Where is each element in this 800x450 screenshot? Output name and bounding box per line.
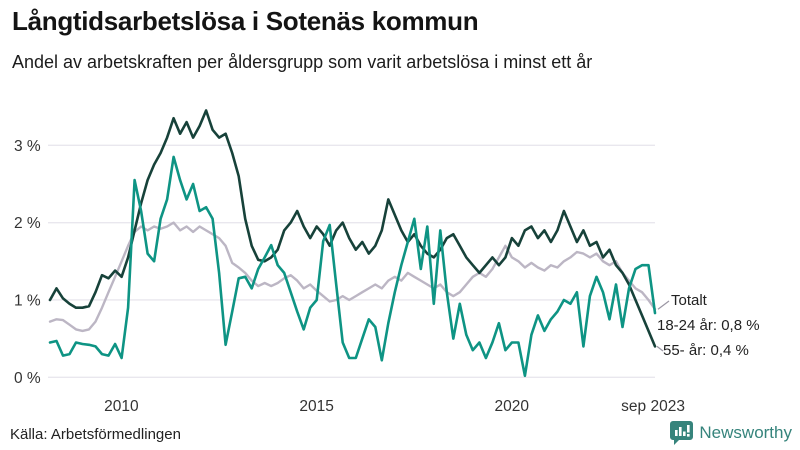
leader-line-totalt (657, 300, 670, 310)
y-tick-label: 2 % (14, 215, 41, 232)
y-tick-label: 3 % (14, 138, 41, 155)
series-line-55-r (48, 109, 657, 348)
y-tick-label: 1 % (14, 292, 41, 309)
series-line-18-24-r (48, 155, 657, 378)
source-note: Källa: Arbetsförmedlingen (10, 426, 181, 443)
series-end-label-totalt: Totalt (671, 292, 707, 309)
page-title: Långtidsarbetslösa i Sotenäs kommun (12, 6, 479, 36)
x-tick-label: 2015 (299, 398, 333, 415)
x-tick-label: 2020 (495, 398, 530, 415)
series-end-label-55: 55- år: 0,4 % (663, 342, 749, 359)
series-end-label-18-24: 18-24 år: 0,8 % (657, 317, 760, 334)
series-line-totalt (48, 221, 657, 333)
x-tick-label: 2010 (104, 398, 139, 415)
x-tick-label: sep 2023 (621, 398, 685, 415)
leader-line-55 (656, 345, 664, 352)
newsworthy-logo-icon (670, 421, 694, 445)
y-tick-label: 0 % (14, 370, 41, 387)
newsworthy-brand-text: Newsworthy (699, 423, 792, 442)
newsworthy-brand: Newsworthy (670, 421, 792, 445)
chart-subtitle: Andel av arbetskraften per åldersgrupp s… (12, 52, 593, 72)
